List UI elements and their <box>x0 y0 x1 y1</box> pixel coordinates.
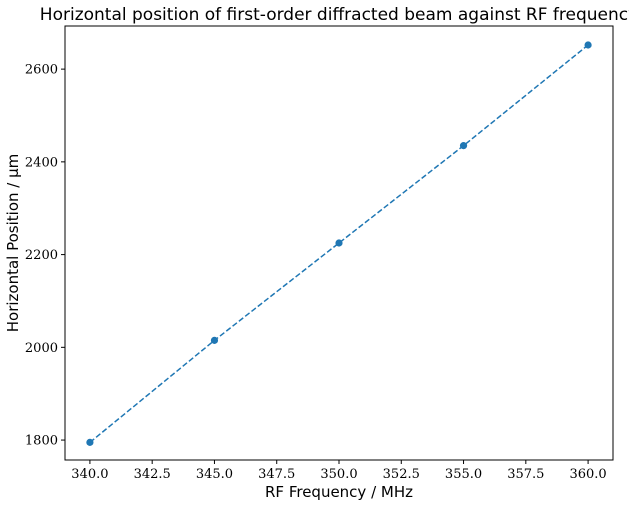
x-axis-label: RF Frequency / MHz <box>265 483 413 501</box>
data-point <box>210 336 219 344</box>
x-tick-label: 340.0 <box>71 467 108 482</box>
series-line <box>89 44 589 443</box>
chart-title: Horizontal position of first-order diffr… <box>40 5 629 25</box>
x-tick-label: 360.0 <box>569 467 606 482</box>
y-tick-label: 2400 <box>25 155 58 170</box>
y-tick-label: 2000 <box>25 341 58 356</box>
y-tick-label: 2200 <box>25 248 58 263</box>
y-tick-label: 2600 <box>25 63 58 78</box>
x-tick-label: 347.5 <box>258 467 295 482</box>
x-tick-label: 352.5 <box>383 467 420 482</box>
x-tick-label: 345.0 <box>196 467 233 482</box>
y-axis-ticks: 1800 2000 2200 2400 2600 <box>25 63 65 449</box>
y-tick-label: 1800 <box>25 434 58 449</box>
x-tick-label: 357.5 <box>507 467 544 482</box>
x-tick-label: 350.0 <box>320 467 357 482</box>
data-point <box>86 438 94 446</box>
x-tick-label: 342.5 <box>134 467 171 482</box>
x-tick-label: 355.0 <box>445 467 482 482</box>
data-point <box>459 142 468 150</box>
series-layer <box>86 41 592 446</box>
y-axis-label: Horizontal Position / μm <box>4 154 22 333</box>
data-point <box>335 239 343 247</box>
x-axis-ticks: 340.0 342.5 345.0 347.5 350.0 352.5 355.0 357.5… <box>71 460 607 482</box>
data-point <box>584 41 592 49</box>
